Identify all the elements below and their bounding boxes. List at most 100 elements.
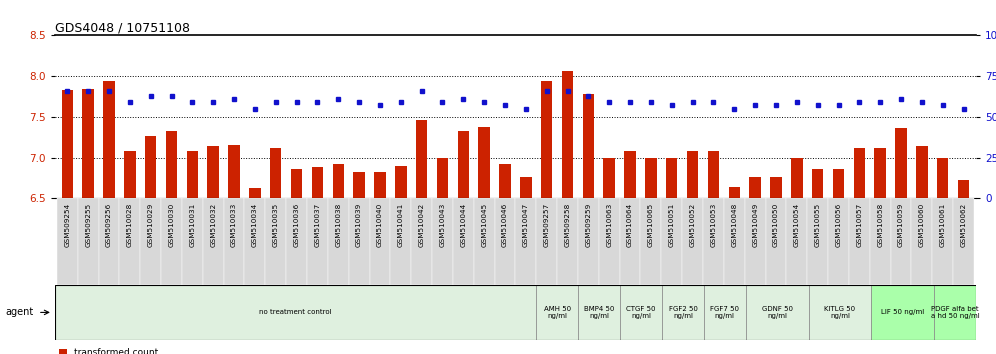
Bar	[244, 198, 265, 285]
Bar	[104, 81, 115, 198]
Text: GSM510059: GSM510059	[898, 202, 904, 247]
Text: GSM510042: GSM510042	[418, 202, 424, 247]
Bar	[436, 158, 448, 198]
Text: GSM510055: GSM510055	[815, 202, 821, 247]
Bar	[411, 198, 432, 285]
Bar	[620, 198, 640, 285]
Bar	[746, 285, 809, 340]
Bar	[270, 148, 282, 198]
Bar	[770, 177, 782, 198]
Text: agent: agent	[5, 307, 33, 318]
Bar	[390, 198, 411, 285]
Bar	[349, 198, 370, 285]
Bar	[537, 285, 579, 340]
Bar	[849, 198, 870, 285]
Bar	[203, 198, 224, 285]
Bar	[749, 177, 761, 198]
Bar	[520, 177, 532, 198]
Text: GSM510028: GSM510028	[126, 202, 132, 247]
Text: FGF7 50
ng/ml: FGF7 50 ng/ml	[710, 306, 739, 319]
Text: GSM510031: GSM510031	[189, 202, 195, 247]
Bar	[265, 198, 286, 285]
Text: KITLG 50
ng/ml: KITLG 50 ng/ml	[825, 306, 856, 319]
Text: GSM510056: GSM510056	[836, 202, 842, 247]
Bar	[645, 158, 656, 198]
Text: GSM510054: GSM510054	[794, 202, 800, 247]
Bar	[186, 151, 198, 198]
Text: GSM510048: GSM510048	[731, 202, 737, 247]
Text: GSM509257: GSM509257	[544, 202, 550, 247]
Bar	[395, 166, 406, 198]
Text: GSM509259: GSM509259	[586, 202, 592, 247]
Text: LIF 50 ng/ml: LIF 50 ng/ml	[881, 309, 924, 315]
Bar	[165, 131, 177, 198]
Bar	[704, 285, 746, 340]
Text: GSM510045: GSM510045	[481, 202, 487, 247]
Bar	[682, 198, 703, 285]
Bar	[579, 285, 621, 340]
Text: GSM510036: GSM510036	[294, 202, 300, 247]
Bar	[854, 148, 866, 198]
Text: FGF2 50
ng/ml: FGF2 50 ng/ml	[668, 306, 697, 319]
Bar	[541, 81, 553, 198]
Text: GSM510050: GSM510050	[773, 202, 779, 247]
Bar	[745, 198, 766, 285]
Text: GSM510052: GSM510052	[689, 202, 695, 247]
Bar	[708, 151, 719, 198]
Bar	[312, 167, 323, 198]
Text: GSM510046: GSM510046	[502, 202, 508, 247]
Bar	[207, 146, 219, 198]
Bar	[291, 169, 303, 198]
Bar	[161, 198, 182, 285]
Bar	[621, 285, 662, 340]
Text: GSM510057: GSM510057	[857, 202, 863, 247]
Text: GSM510064: GSM510064	[627, 202, 633, 247]
Bar	[99, 198, 120, 285]
Bar	[624, 151, 635, 198]
Bar	[62, 90, 73, 198]
Bar	[687, 151, 698, 198]
Bar	[812, 169, 824, 198]
Text: GSM510038: GSM510038	[336, 202, 342, 247]
Text: GSM510062: GSM510062	[960, 202, 966, 247]
Bar	[807, 198, 828, 285]
Bar	[890, 198, 911, 285]
Bar	[599, 198, 620, 285]
Bar	[478, 127, 490, 198]
Bar	[374, 172, 385, 198]
Bar	[224, 198, 244, 285]
Bar	[787, 198, 807, 285]
Text: GSM510053: GSM510053	[710, 202, 716, 247]
Text: GSM510039: GSM510039	[357, 202, 363, 247]
Text: PDGF alfa bet
a hd 50 ng/ml: PDGF alfa bet a hd 50 ng/ml	[931, 306, 979, 319]
Bar	[911, 198, 932, 285]
Text: BMP4 50
ng/ml: BMP4 50 ng/ml	[584, 306, 615, 319]
Bar	[354, 172, 365, 198]
Text: GSM510044: GSM510044	[460, 202, 466, 247]
Bar	[516, 198, 536, 285]
Legend: transformed count, percentile rank within the sample: transformed count, percentile rank withi…	[60, 348, 227, 354]
Bar	[83, 89, 94, 198]
Bar	[809, 285, 872, 340]
Text: GSM509255: GSM509255	[85, 202, 91, 247]
Text: GSM510040: GSM510040	[376, 202, 382, 247]
Bar	[416, 120, 427, 198]
Bar	[57, 198, 78, 285]
Text: GSM509258: GSM509258	[565, 202, 571, 247]
Bar	[934, 285, 976, 340]
Bar	[495, 198, 516, 285]
Bar	[724, 198, 745, 285]
Bar	[932, 198, 953, 285]
Bar	[370, 198, 390, 285]
Text: GSM509256: GSM509256	[106, 202, 112, 247]
Bar	[953, 198, 974, 285]
Bar	[536, 198, 557, 285]
Bar	[874, 148, 885, 198]
Text: GSM510032: GSM510032	[210, 202, 216, 247]
Text: GSM510051: GSM510051	[668, 202, 674, 247]
Bar	[228, 144, 240, 198]
Bar	[78, 198, 99, 285]
Bar	[583, 94, 595, 198]
Bar	[895, 128, 906, 198]
Bar	[499, 164, 511, 198]
